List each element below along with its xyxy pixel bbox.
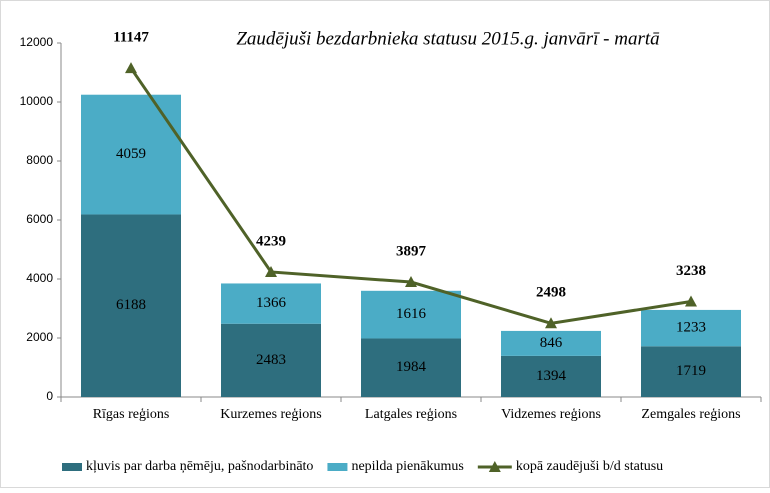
legend-swatch <box>327 463 348 471</box>
value-label: 1366 <box>256 295 287 311</box>
x-tick-label: Zemgales reģions <box>641 406 740 422</box>
legend-marker <box>488 461 501 472</box>
value-label: 6188 <box>116 297 146 313</box>
bar-segment <box>641 309 741 347</box>
y-tick-label: 0 <box>46 389 53 403</box>
x-tick-label: Rīgas reģions <box>93 406 170 422</box>
x-tick-label: Kurzemes reģions <box>220 406 321 422</box>
chart-title: Zaudējuši bezdarbnieka statusu 2015.g. j… <box>236 28 660 49</box>
bar-segment <box>221 323 321 397</box>
value-label: 2483 <box>256 352 286 368</box>
value-label: 3238 <box>676 263 706 279</box>
value-label: 2498 <box>536 285 566 301</box>
legend-label: nepilda pienākumus <box>351 459 463 474</box>
value-label: 1394 <box>536 368 567 384</box>
value-label: 1233 <box>676 320 706 336</box>
y-tick-label: 8000 <box>26 153 53 167</box>
line-marker <box>545 317 557 329</box>
value-label: 1616 <box>396 306 427 322</box>
bar-segment <box>361 290 461 339</box>
value-label: 4239 <box>256 233 286 249</box>
bar-segment <box>81 214 181 397</box>
bar-segment <box>221 283 321 324</box>
bar-segment <box>501 330 601 356</box>
line-marker <box>125 62 137 74</box>
value-label: 1719 <box>676 363 706 379</box>
value-label: 846 <box>540 335 563 351</box>
line-marker <box>405 276 417 288</box>
x-tick-label: Latgales reģions <box>365 406 457 422</box>
line-marker <box>685 295 697 307</box>
bar-segment <box>641 346 741 397</box>
line-marker <box>265 265 277 277</box>
value-label: 1984 <box>396 359 427 375</box>
value-label: 11147 <box>113 30 149 46</box>
y-tick-label: 2000 <box>26 330 53 344</box>
bar-segment <box>361 338 461 397</box>
value-label: 4059 <box>116 146 146 162</box>
legend-swatch <box>62 463 82 471</box>
value-label: 3897 <box>396 243 427 259</box>
x-tick-label: Vidzemes reģions <box>501 406 601 422</box>
legend-label: kopā zaudējuši b/d statusu <box>516 459 663 474</box>
y-tick-label: 6000 <box>26 212 53 226</box>
bar-segment <box>501 355 601 397</box>
y-tick-label: 4000 <box>26 271 53 285</box>
legend-label: kļuvis par darba ņēmēju, pašnodarbināto <box>86 459 313 474</box>
y-tick-label: 10000 <box>20 94 54 108</box>
y-tick-label: 12000 <box>20 35 54 49</box>
